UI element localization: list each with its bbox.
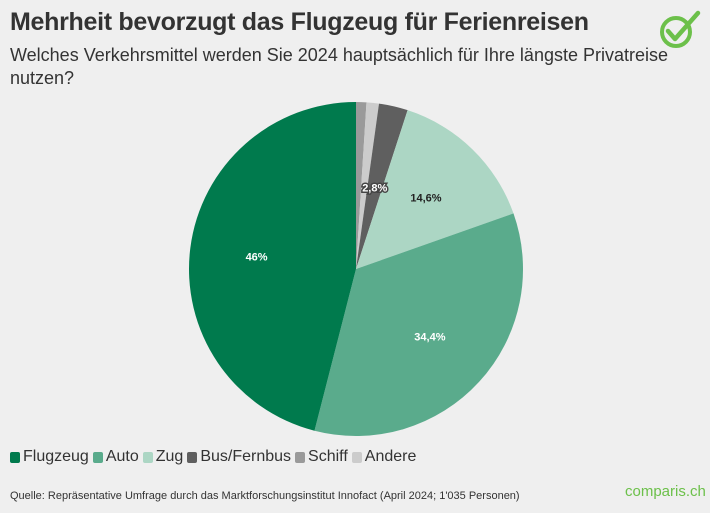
legend-swatch xyxy=(92,451,103,463)
data-label: 34,4% xyxy=(414,332,445,344)
data-label: 2,8% xyxy=(362,183,387,195)
source-note: Quelle: Repräsentative Umfrage durch das… xyxy=(10,490,520,502)
legend-item: Bus/Fernbus xyxy=(187,448,291,466)
legend-label: Andere xyxy=(364,448,417,465)
legend-label: Bus/Fernbus xyxy=(200,448,292,465)
pie-slice-schiff xyxy=(356,102,367,269)
pie-slice-andere xyxy=(356,102,380,270)
legend-item: Zug xyxy=(142,448,184,466)
legend-item: Flugzeug xyxy=(10,448,89,466)
pie-slice-bus-fernbus xyxy=(356,103,408,269)
legend-label: Flugzeug xyxy=(23,448,89,465)
pie-slice-auto xyxy=(314,213,523,436)
data-label: 14,6% xyxy=(410,192,441,204)
legend-item: Andere xyxy=(351,448,417,466)
legend-item: Auto xyxy=(92,448,139,466)
legend-item: Schiff xyxy=(295,448,348,466)
legend-swatch xyxy=(10,451,20,463)
comparis-check-logo-icon xyxy=(660,10,701,48)
legend-swatch xyxy=(187,451,198,463)
pie-slice-zug xyxy=(356,110,514,270)
data-label: 46% xyxy=(246,251,268,263)
legend-swatch xyxy=(295,451,306,463)
legend-label: Zug xyxy=(155,448,184,465)
legend: Flugzeug Auto Zug Bus/Fernbus Schiff Andere xyxy=(10,448,420,466)
brand-logo: comparis.ch xyxy=(625,483,706,500)
pie-slice-flugzeug xyxy=(188,102,356,431)
chart-title: Mehrheit bevorzugt das Flugzeug für Feri… xyxy=(10,8,589,36)
legend-swatch xyxy=(351,451,362,463)
legend-swatch xyxy=(142,451,153,463)
legend-label: Schiff xyxy=(308,448,348,465)
chart-subtitle: Welches Verkehrsmittel werden Sie 2024 h… xyxy=(10,45,669,88)
legend-label: Auto xyxy=(105,448,139,465)
